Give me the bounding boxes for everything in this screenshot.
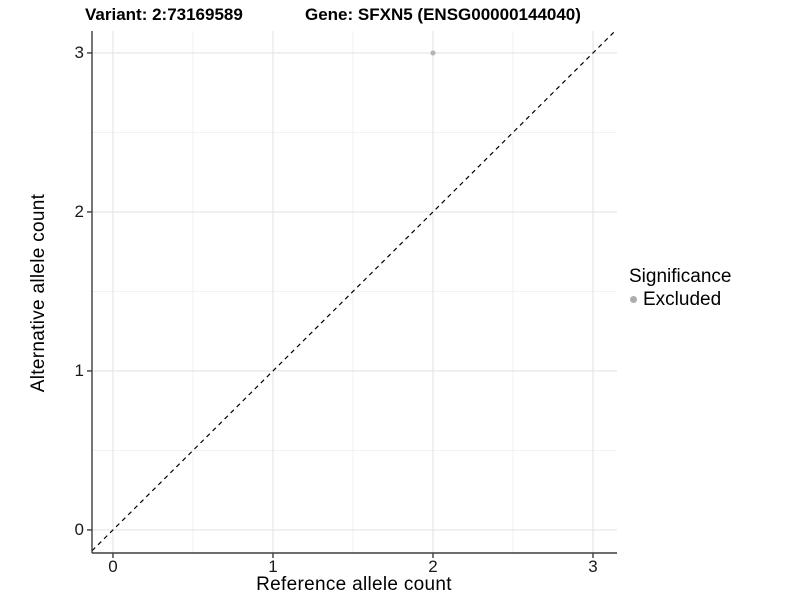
- legend: Significance Excluded: [629, 266, 731, 310]
- legend-title: Significance: [629, 266, 732, 287]
- y-axis-title: Alternative allele count: [28, 193, 49, 393]
- title-gene: Gene: SFXN5 (ENSG00000144040): [305, 5, 581, 24]
- y-tick-label: 2: [74, 201, 84, 221]
- legend-entry: Excluded: [629, 289, 731, 310]
- y-tick-label: 3: [74, 42, 84, 62]
- x-tick-label: 3: [588, 557, 598, 576]
- x-tick-label: 0: [108, 557, 118, 576]
- title-variant: Variant: 2:73169589: [85, 5, 243, 24]
- x-tick-label: 1: [268, 557, 278, 576]
- x-tick-label: 2: [428, 557, 438, 576]
- x-axis-title: Reference allele count: [256, 574, 452, 595]
- legend-entry-label: Excluded: [643, 289, 722, 310]
- legend-point-icon: [630, 296, 637, 303]
- y-tick-label: 1: [74, 360, 84, 380]
- y-tick-label: 0: [74, 519, 84, 539]
- plot-panel: [87, 30, 617, 558]
